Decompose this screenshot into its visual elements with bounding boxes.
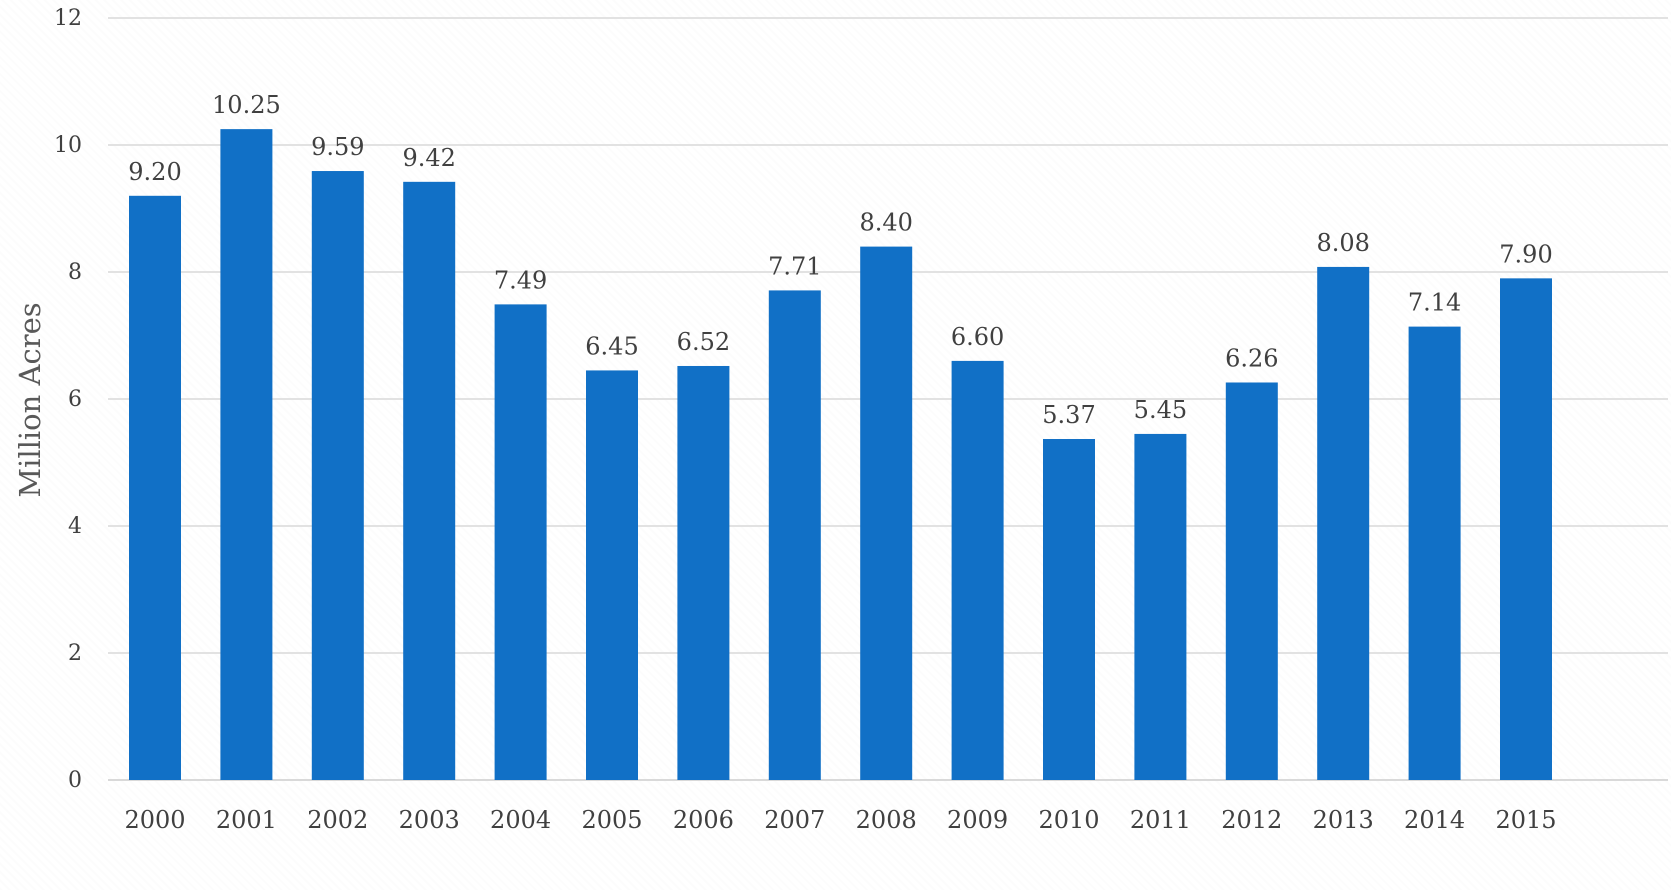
bar	[1408, 326, 1461, 780]
x-tick-label: 2008	[856, 806, 917, 834]
data-label: 10.25	[212, 91, 281, 119]
data-label: 7.14	[1408, 289, 1461, 317]
y-tick-label: 2	[68, 641, 82, 666]
data-label: 8.40	[859, 209, 912, 237]
x-tick-label: 2007	[764, 806, 825, 834]
x-tick-label: 2004	[490, 806, 551, 834]
x-tick-label: 2006	[673, 806, 734, 834]
x-tick-label: 2010	[1038, 806, 1099, 834]
y-tick-label: 4	[68, 514, 82, 539]
data-labels: 9.20 10.25 9.59 9.42 7.49 6.45 6.52 7.71 8.40 6.6…	[128, 91, 1552, 429]
bar	[1225, 382, 1278, 780]
bar	[768, 290, 821, 780]
x-tick-label: 2003	[399, 806, 460, 834]
y-axis-title: Million Acres	[13, 302, 47, 497]
y-tick-label: 0	[68, 768, 82, 793]
bar	[1043, 439, 1095, 780]
x-tick-label: 2014	[1404, 806, 1465, 834]
x-tick-label: 2005	[581, 806, 642, 834]
data-label: 9.59	[311, 133, 364, 161]
data-label: 8.08	[1316, 229, 1369, 257]
data-label: 7.90	[1499, 240, 1552, 268]
x-tick-label: 2001	[216, 806, 277, 834]
x-tick-label: 2009	[947, 806, 1008, 834]
x-tick-label: 2012	[1221, 806, 1282, 834]
x-tick-label: 2000	[124, 806, 185, 834]
data-label: 5.37	[1042, 401, 1095, 429]
y-axis-ticks: 0 2 4 6 8 10 12	[54, 6, 82, 793]
bar	[951, 360, 1004, 780]
data-label: 7.49	[494, 266, 547, 294]
bar	[677, 365, 730, 780]
bar	[403, 181, 456, 780]
x-tick-label: 2013	[1313, 806, 1374, 834]
bar	[1134, 433, 1187, 780]
y-tick-label: 12	[54, 6, 82, 31]
y-tick-label: 8	[68, 260, 82, 285]
y-tick-label: 10	[54, 133, 82, 158]
bar	[494, 304, 547, 780]
data-label: 9.20	[128, 158, 181, 186]
data-label: 6.45	[585, 332, 638, 360]
bar	[1317, 266, 1370, 780]
data-label: 6.60	[951, 323, 1004, 351]
bar	[220, 129, 273, 780]
data-label: 7.71	[768, 252, 821, 280]
x-tick-label: 2015	[1495, 806, 1556, 834]
data-label: 6.26	[1225, 344, 1278, 372]
bar	[129, 195, 181, 781]
x-tick-label: 2011	[1130, 806, 1191, 834]
y-tick-label: 6	[68, 387, 82, 412]
bar	[1500, 278, 1552, 780]
bar	[586, 370, 638, 780]
x-tick-label: 2002	[307, 806, 368, 834]
data-label: 5.45	[1134, 396, 1187, 424]
bar	[311, 171, 364, 780]
bar	[860, 246, 913, 781]
x-axis-ticks: 2000 2001 2002 2003 2004 2005 2006 2007 2008 2009…	[124, 806, 1556, 834]
bars	[129, 129, 1552, 781]
data-label: 6.52	[677, 328, 730, 356]
data-label: 9.42	[402, 144, 455, 172]
